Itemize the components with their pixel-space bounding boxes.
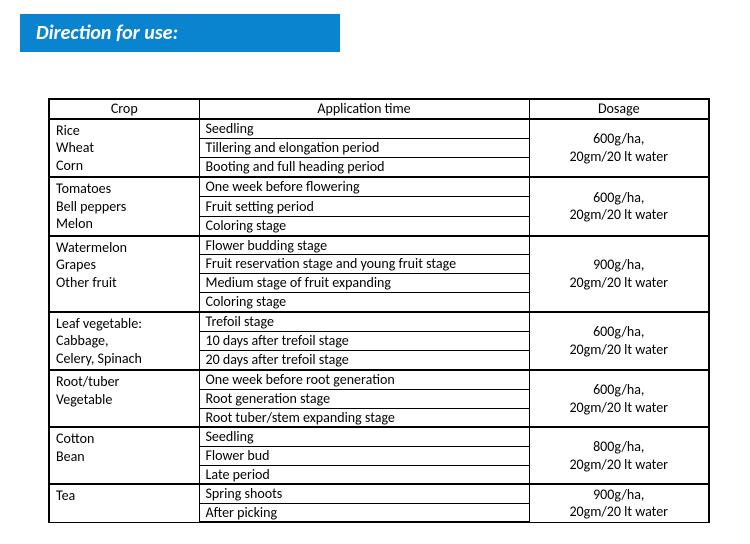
app-cell: Flower bud <box>199 446 529 465</box>
section-banner: Direction for use: <box>20 14 340 52</box>
col-header-app: Application time <box>199 99 529 119</box>
crop-line: Leaf vegetable: <box>56 315 193 333</box>
dosage-line: 600g/ha, <box>593 189 644 206</box>
table-row: Root/tuber Vegetable One week before roo… <box>49 370 709 389</box>
app-cell: Flower budding stage <box>199 236 529 255</box>
dosage-cell: 800g/ha, 20gm/20 lt water <box>529 427 709 484</box>
crop-line: Corn <box>56 157 193 175</box>
table-row: Cotton Bean Seedling 800g/ha, 20gm/20 lt… <box>49 427 709 446</box>
dosage-cell: 600g/ha, 20gm/20 lt water <box>529 312 709 371</box>
col-header-dos: Dosage <box>529 99 709 119</box>
crop-line: Celery, Spinach <box>56 350 193 368</box>
app-cell: 10 days after trefoil stage <box>199 331 529 351</box>
dosage-line: 600g/ha, <box>593 381 644 398</box>
dosage-line: 20gm/20 lt water <box>569 148 668 165</box>
crop-line: Grapes <box>56 256 193 274</box>
dosage-line: 20gm/20 lt water <box>569 341 668 358</box>
page: Direction for use: Crop Application time… <box>0 0 750 544</box>
app-cell: Fruit reservation stage and young fruit … <box>199 255 529 274</box>
crop-line: Cotton <box>56 430 193 448</box>
crop-line: Cabbage, <box>56 332 193 350</box>
app-cell: 20 days after trefoil stage <box>199 351 529 371</box>
dosage-line: 20gm/20 lt water <box>569 206 668 223</box>
app-cell: Root generation stage <box>199 389 529 408</box>
app-cell: Coloring stage <box>199 293 529 312</box>
app-cell: Booting and full heading period <box>199 158 529 178</box>
crop-cell: Tomatoes Bell peppers Melon <box>49 177 199 236</box>
dosage-cell: 900g/ha, 20gm/20 lt water <box>529 236 709 312</box>
crop-line: Wheat <box>56 139 193 157</box>
dosage-line: 20gm/20 lt water <box>569 399 668 416</box>
banner-title: Direction for use: <box>36 21 178 45</box>
col-header-crop: Crop <box>49 99 199 119</box>
table-row: Rice Wheat Corn Seedling 600g/ha, 20gm/2… <box>49 119 709 139</box>
crop-line: Vegetable <box>56 391 193 409</box>
app-cell: Coloring stage <box>199 216 529 236</box>
crop-line: Watermelon <box>56 239 193 257</box>
table-row: Leaf vegetable: Cabbage, Celery, Spinach… <box>49 312 709 332</box>
crop-line: Tea <box>56 487 193 505</box>
app-cell: One week before flowering <box>199 177 529 197</box>
app-cell: Seedling <box>199 119 529 139</box>
dosage-line: 20gm/20 lt water <box>569 503 668 520</box>
dosage-line: 900g/ha, <box>593 256 644 273</box>
crop-cell: Root/tuber Vegetable <box>49 370 199 427</box>
app-cell: Seedling <box>199 427 529 446</box>
crop-cell: Rice Wheat Corn <box>49 119 199 178</box>
crop-line: Bean <box>56 448 193 466</box>
table-row: Tomatoes Bell peppers Melon One week bef… <box>49 177 709 197</box>
crop-line: Bell peppers <box>56 198 193 216</box>
table-row: Tea Spring shoots 900g/ha, 20gm/20 lt wa… <box>49 484 709 503</box>
crop-cell: Leaf vegetable: Cabbage, Celery, Spinach <box>49 312 199 371</box>
crop-cell: Tea <box>49 484 199 522</box>
dosage-line: 600g/ha, <box>593 130 644 147</box>
app-cell: Spring shoots <box>199 484 529 503</box>
dosage-cell: 600g/ha, 20gm/20 lt water <box>529 119 709 178</box>
dosage-line: 800g/ha, <box>593 438 644 455</box>
app-cell: Tillering and elongation period <box>199 138 529 158</box>
dosage-cell: 600g/ha, 20gm/20 lt water <box>529 370 709 427</box>
dosage-table: Crop Application time Dosage Rice Wheat … <box>48 98 710 523</box>
dosage-cell: 600g/ha, 20gm/20 lt water <box>529 177 709 236</box>
crop-line: Rice <box>56 122 193 140</box>
crop-cell: Watermelon Grapes Other fruit <box>49 236 199 312</box>
crop-cell: Cotton Bean <box>49 427 199 484</box>
dosage-cell: 900g/ha, 20gm/20 lt water <box>529 484 709 522</box>
dosage-line: 20gm/20 lt water <box>569 274 668 291</box>
app-cell: Medium stage of fruit expanding <box>199 274 529 293</box>
app-cell: One week before root generation <box>199 370 529 389</box>
dosage-line: 20gm/20 lt water <box>569 456 668 473</box>
app-cell: After picking <box>199 503 529 522</box>
app-cell: Trefoil stage <box>199 312 529 332</box>
crop-line: Root/tuber <box>56 373 193 391</box>
dosage-table-wrapper: Crop Application time Dosage Rice Wheat … <box>48 98 708 523</box>
table-row: Watermelon Grapes Other fruit Flower bud… <box>49 236 709 255</box>
dosage-line: 900g/ha, <box>593 486 644 503</box>
app-cell: Late period <box>199 465 529 484</box>
crop-line: Tomatoes <box>56 180 193 198</box>
app-cell: Root tuber/stem expanding stage <box>199 408 529 427</box>
crop-line: Other fruit <box>56 274 193 292</box>
table-header-row: Crop Application time Dosage <box>49 99 709 119</box>
app-cell: Fruit setting period <box>199 197 529 217</box>
dosage-line: 600g/ha, <box>593 323 644 340</box>
crop-line: Melon <box>56 215 193 233</box>
